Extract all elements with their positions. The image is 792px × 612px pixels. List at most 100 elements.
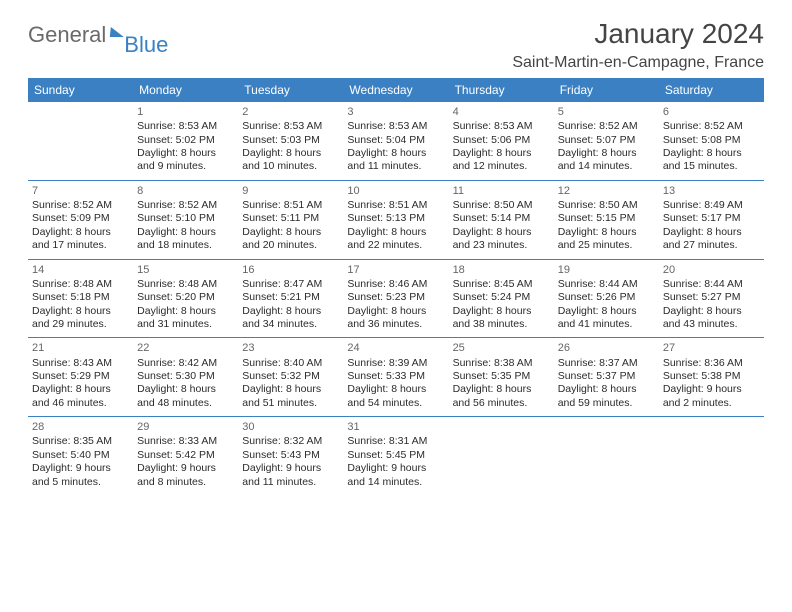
location-subtitle: Saint-Martin-en-Campagne, France xyxy=(512,54,764,72)
day-cell xyxy=(449,417,554,495)
day-cell: 17Sunrise: 8:46 AMSunset: 5:23 PMDayligh… xyxy=(343,259,448,338)
daylight-text: Daylight: 8 hours and 11 minutes. xyxy=(347,147,444,174)
daylight-text: Daylight: 8 hours and 56 minutes. xyxy=(453,383,550,410)
day-cell: 7Sunrise: 8:52 AMSunset: 5:09 PMDaylight… xyxy=(28,180,133,259)
sunrise-text: Sunrise: 8:44 AM xyxy=(558,278,655,291)
daylight-text: Daylight: 9 hours and 11 minutes. xyxy=(242,462,339,489)
day-number: 5 xyxy=(558,105,655,119)
sunrise-text: Sunrise: 8:48 AM xyxy=(137,278,234,291)
daylight-text: Daylight: 8 hours and 15 minutes. xyxy=(663,147,760,174)
daylight-text: Daylight: 8 hours and 22 minutes. xyxy=(347,226,444,253)
sunset-text: Sunset: 5:27 PM xyxy=(663,291,760,304)
day-cell: 3Sunrise: 8:53 AMSunset: 5:04 PMDaylight… xyxy=(343,102,448,180)
dow-header: Friday xyxy=(554,78,659,102)
dow-header: Wednesday xyxy=(343,78,448,102)
sunrise-text: Sunrise: 8:51 AM xyxy=(242,199,339,212)
brand-part1: General xyxy=(28,22,106,48)
day-cell: 8Sunrise: 8:52 AMSunset: 5:10 PMDaylight… xyxy=(133,180,238,259)
sunset-text: Sunset: 5:21 PM xyxy=(242,291,339,304)
day-number: 31 xyxy=(347,420,444,434)
week-row: 7Sunrise: 8:52 AMSunset: 5:09 PMDaylight… xyxy=(28,180,764,259)
day-cell: 29Sunrise: 8:33 AMSunset: 5:42 PMDayligh… xyxy=(133,417,238,495)
daylight-text: Daylight: 8 hours and 14 minutes. xyxy=(558,147,655,174)
sunrise-text: Sunrise: 8:52 AM xyxy=(558,120,655,133)
sunrise-text: Sunrise: 8:49 AM xyxy=(663,199,760,212)
day-cell: 2Sunrise: 8:53 AMSunset: 5:03 PMDaylight… xyxy=(238,102,343,180)
day-number: 9 xyxy=(242,184,339,198)
day-number: 21 xyxy=(32,341,129,355)
day-number: 23 xyxy=(242,341,339,355)
sunset-text: Sunset: 5:42 PM xyxy=(137,449,234,462)
daylight-text: Daylight: 9 hours and 8 minutes. xyxy=(137,462,234,489)
sunset-text: Sunset: 5:07 PM xyxy=(558,134,655,147)
sunset-text: Sunset: 5:43 PM xyxy=(242,449,339,462)
week-row: 14Sunrise: 8:48 AMSunset: 5:18 PMDayligh… xyxy=(28,259,764,338)
day-cell: 23Sunrise: 8:40 AMSunset: 5:32 PMDayligh… xyxy=(238,338,343,417)
daylight-text: Daylight: 8 hours and 12 minutes. xyxy=(453,147,550,174)
day-cell: 12Sunrise: 8:50 AMSunset: 5:15 PMDayligh… xyxy=(554,180,659,259)
sunset-text: Sunset: 5:40 PM xyxy=(32,449,129,462)
day-cell: 14Sunrise: 8:48 AMSunset: 5:18 PMDayligh… xyxy=(28,259,133,338)
daylight-text: Daylight: 8 hours and 34 minutes. xyxy=(242,305,339,332)
sunset-text: Sunset: 5:02 PM xyxy=(137,134,234,147)
daylight-text: Daylight: 8 hours and 59 minutes. xyxy=(558,383,655,410)
day-cell: 24Sunrise: 8:39 AMSunset: 5:33 PMDayligh… xyxy=(343,338,448,417)
daylight-text: Daylight: 9 hours and 2 minutes. xyxy=(663,383,760,410)
sunrise-text: Sunrise: 8:36 AM xyxy=(663,357,760,370)
day-number: 19 xyxy=(558,263,655,277)
day-cell: 6Sunrise: 8:52 AMSunset: 5:08 PMDaylight… xyxy=(659,102,764,180)
sunrise-text: Sunrise: 8:52 AM xyxy=(663,120,760,133)
sunset-text: Sunset: 5:20 PM xyxy=(137,291,234,304)
day-number: 25 xyxy=(453,341,550,355)
day-number: 14 xyxy=(32,263,129,277)
sunrise-text: Sunrise: 8:37 AM xyxy=(558,357,655,370)
day-cell: 5Sunrise: 8:52 AMSunset: 5:07 PMDaylight… xyxy=(554,102,659,180)
day-number: 7 xyxy=(32,184,129,198)
daylight-text: Daylight: 8 hours and 51 minutes. xyxy=(242,383,339,410)
sunrise-text: Sunrise: 8:52 AM xyxy=(137,199,234,212)
day-cell: 21Sunrise: 8:43 AMSunset: 5:29 PMDayligh… xyxy=(28,338,133,417)
sunrise-text: Sunrise: 8:53 AM xyxy=(347,120,444,133)
day-number: 30 xyxy=(242,420,339,434)
sunrise-text: Sunrise: 8:47 AM xyxy=(242,278,339,291)
week-row: 21Sunrise: 8:43 AMSunset: 5:29 PMDayligh… xyxy=(28,338,764,417)
daylight-text: Daylight: 8 hours and 29 minutes. xyxy=(32,305,129,332)
sunrise-text: Sunrise: 8:53 AM xyxy=(453,120,550,133)
day-cell: 15Sunrise: 8:48 AMSunset: 5:20 PMDayligh… xyxy=(133,259,238,338)
dow-header: Saturday xyxy=(659,78,764,102)
day-cell: 1Sunrise: 8:53 AMSunset: 5:02 PMDaylight… xyxy=(133,102,238,180)
week-row: 1Sunrise: 8:53 AMSunset: 5:02 PMDaylight… xyxy=(28,102,764,180)
day-number: 12 xyxy=(558,184,655,198)
sunrise-text: Sunrise: 8:52 AM xyxy=(32,199,129,212)
day-number: 17 xyxy=(347,263,444,277)
day-number: 6 xyxy=(663,105,760,119)
day-number: 10 xyxy=(347,184,444,198)
day-of-week-row: SundayMondayTuesdayWednesdayThursdayFrid… xyxy=(28,78,764,102)
sunrise-text: Sunrise: 8:33 AM xyxy=(137,435,234,448)
daylight-text: Daylight: 8 hours and 48 minutes. xyxy=(137,383,234,410)
day-cell: 13Sunrise: 8:49 AMSunset: 5:17 PMDayligh… xyxy=(659,180,764,259)
sunrise-text: Sunrise: 8:50 AM xyxy=(453,199,550,212)
sunset-text: Sunset: 5:24 PM xyxy=(453,291,550,304)
day-number: 27 xyxy=(663,341,760,355)
day-cell: 27Sunrise: 8:36 AMSunset: 5:38 PMDayligh… xyxy=(659,338,764,417)
sunset-text: Sunset: 5:26 PM xyxy=(558,291,655,304)
sunrise-text: Sunrise: 8:53 AM xyxy=(242,120,339,133)
daylight-text: Daylight: 8 hours and 43 minutes. xyxy=(663,305,760,332)
day-cell xyxy=(659,417,764,495)
dow-header: Monday xyxy=(133,78,238,102)
daylight-text: Daylight: 8 hours and 36 minutes. xyxy=(347,305,444,332)
sunset-text: Sunset: 5:30 PM xyxy=(137,370,234,383)
calendar-body: 1Sunrise: 8:53 AMSunset: 5:02 PMDaylight… xyxy=(28,102,764,495)
day-number: 29 xyxy=(137,420,234,434)
title-block: January 2024 Saint-Martin-en-Campagne, F… xyxy=(512,18,764,72)
day-cell xyxy=(28,102,133,180)
sunset-text: Sunset: 5:09 PM xyxy=(32,212,129,225)
dow-header: Thursday xyxy=(449,78,554,102)
day-cell: 10Sunrise: 8:51 AMSunset: 5:13 PMDayligh… xyxy=(343,180,448,259)
day-cell: 25Sunrise: 8:38 AMSunset: 5:35 PMDayligh… xyxy=(449,338,554,417)
day-cell: 26Sunrise: 8:37 AMSunset: 5:37 PMDayligh… xyxy=(554,338,659,417)
daylight-text: Daylight: 9 hours and 5 minutes. xyxy=(32,462,129,489)
month-title: January 2024 xyxy=(512,18,764,50)
day-number: 15 xyxy=(137,263,234,277)
